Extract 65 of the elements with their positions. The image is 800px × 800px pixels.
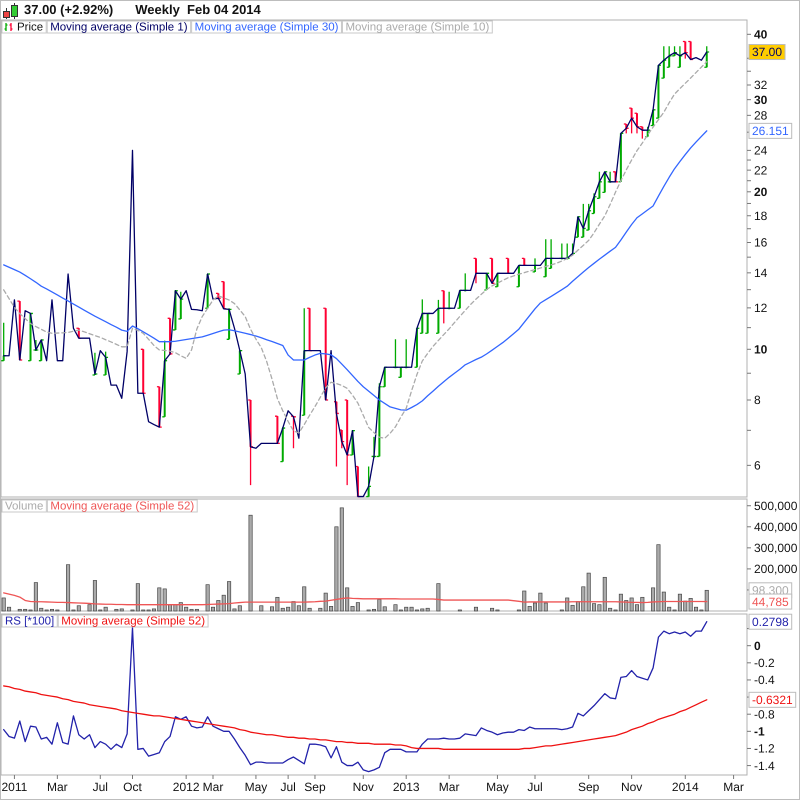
text: Moving average (Simple 1) bbox=[50, 22, 188, 34]
x-tick-label: Oct bbox=[123, 780, 142, 794]
candlestick bbox=[142, 348, 144, 394]
x-tick-label: 2012 bbox=[172, 780, 200, 794]
annotation: 37.00 bbox=[752, 45, 782, 60]
annotation: 0.2798 bbox=[752, 614, 790, 629]
line-series bbox=[3, 592, 708, 606]
y-tick-label: 500,000 bbox=[754, 498, 798, 513]
y-tick-label: 14 bbox=[754, 266, 768, 280]
text: Moving average (Simple 52) bbox=[50, 500, 194, 512]
text: Volume bbox=[5, 500, 44, 512]
y-tick-label: -1.2 bbox=[754, 742, 776, 756]
chart-subtitle: Weekly Feb 04 2014 bbox=[135, 2, 262, 17]
y-tick-label: 24 bbox=[754, 144, 768, 158]
y-tick-label: 12 bbox=[754, 301, 768, 316]
y-tick-label: 6 bbox=[754, 458, 761, 473]
candlestick bbox=[507, 258, 510, 274]
text: Moving average (Simple 52) bbox=[61, 616, 206, 628]
y-tick-label: 22 bbox=[754, 163, 768, 178]
y-tick-label: -0.8 bbox=[754, 707, 776, 722]
y-tick-label: 20 bbox=[754, 185, 768, 199]
x-tick-label: Mar bbox=[202, 780, 224, 794]
y-tick-label: 30 bbox=[754, 92, 768, 107]
x-tick-label: 2014 bbox=[672, 780, 699, 794]
text: RS [*100] bbox=[5, 616, 54, 628]
annotation: 26.151 bbox=[752, 124, 790, 138]
x-tick-label: May bbox=[486, 780, 509, 794]
y-tick-label: -0.2 bbox=[754, 656, 776, 670]
y-tick-label: 40 bbox=[754, 28, 768, 42]
annotation: 44,785 bbox=[752, 594, 790, 609]
y-tick-label: 300,000 bbox=[754, 541, 798, 556]
chart-title: 37.00 (+2.92%) bbox=[24, 2, 114, 17]
x-tick-label: Mar bbox=[723, 780, 744, 794]
y-tick-label: 8 bbox=[754, 393, 761, 408]
y-tick-label: 18 bbox=[754, 208, 768, 223]
x-tick-label: Sep bbox=[304, 780, 326, 794]
x-tick-label: Nov bbox=[352, 780, 374, 794]
y-tick-label: 10 bbox=[754, 342, 768, 356]
x-tick-label: Nov bbox=[620, 780, 642, 794]
x-tick-label: Mar bbox=[47, 780, 68, 794]
x-tick-label: May bbox=[244, 780, 268, 794]
y-tick-label: -1 bbox=[754, 724, 765, 739]
x-tick-label: Jul bbox=[527, 780, 543, 794]
text: Moving average (Simple 30) bbox=[194, 22, 339, 34]
x-tick-label: Jul bbox=[280, 780, 296, 794]
candlestick bbox=[426, 312, 429, 334]
x-tick-label: Mar bbox=[438, 780, 460, 794]
x-tick-label: 2013 bbox=[392, 780, 420, 794]
y-tick-label: 400,000 bbox=[754, 520, 798, 534]
line-series bbox=[3, 130, 708, 411]
candlestick bbox=[400, 366, 402, 378]
legend-label: Price bbox=[17, 22, 44, 34]
text: Moving average (Simple 10) bbox=[345, 22, 490, 34]
text: -0.6321 bbox=[752, 693, 794, 708]
y-tick-label: -1.4 bbox=[754, 758, 776, 773]
line-series bbox=[3, 685, 708, 750]
x-tick-label: Jul bbox=[92, 780, 108, 794]
y-tick-label: 200,000 bbox=[754, 562, 798, 576]
x-tick-label: 2011 bbox=[2, 780, 28, 794]
y-tick-label: 0 bbox=[754, 638, 761, 653]
x-tick-label: Sep bbox=[578, 780, 600, 794]
y-tick-label: 32 bbox=[754, 78, 768, 92]
y-tick-label: 16 bbox=[754, 236, 768, 250]
y-tick-label: -0.4 bbox=[754, 673, 776, 688]
y-tick-label: 28 bbox=[754, 108, 768, 123]
